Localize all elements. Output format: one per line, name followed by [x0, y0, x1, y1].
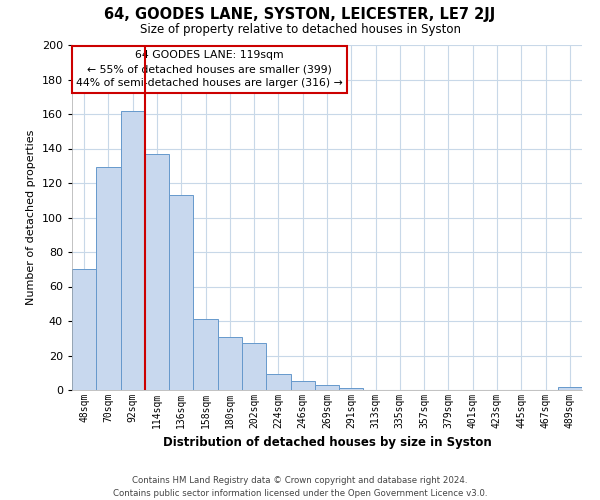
Bar	[145, 154, 169, 390]
Bar	[72, 269, 96, 390]
Bar	[96, 168, 121, 390]
Bar	[290, 382, 315, 390]
Y-axis label: Number of detached properties: Number of detached properties	[26, 130, 36, 305]
Bar	[121, 110, 145, 390]
Text: Contains HM Land Registry data © Crown copyright and database right 2024.
Contai: Contains HM Land Registry data © Crown c…	[113, 476, 487, 498]
Bar	[315, 385, 339, 390]
Bar	[242, 344, 266, 390]
Bar	[558, 386, 582, 390]
Bar	[193, 320, 218, 390]
Bar	[339, 388, 364, 390]
Text: 64 GOODES LANE: 119sqm
← 55% of detached houses are smaller (399)
44% of semi-de: 64 GOODES LANE: 119sqm ← 55% of detached…	[76, 50, 343, 88]
Bar	[169, 195, 193, 390]
Bar	[218, 336, 242, 390]
X-axis label: Distribution of detached houses by size in Syston: Distribution of detached houses by size …	[163, 436, 491, 450]
Text: 64, GOODES LANE, SYSTON, LEICESTER, LE7 2JJ: 64, GOODES LANE, SYSTON, LEICESTER, LE7 …	[104, 8, 496, 22]
Text: Size of property relative to detached houses in Syston: Size of property relative to detached ho…	[139, 22, 461, 36]
Bar	[266, 374, 290, 390]
